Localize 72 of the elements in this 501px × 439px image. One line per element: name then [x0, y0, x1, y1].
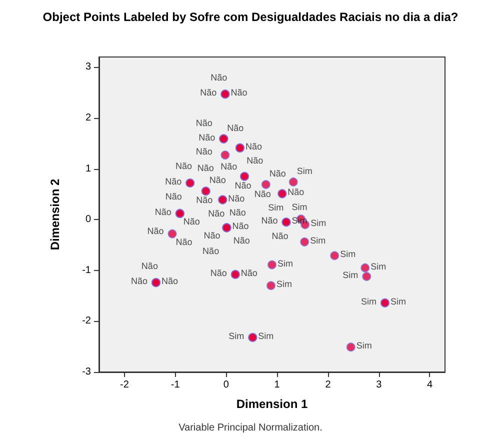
- text: Sim: [296, 166, 312, 176]
- y-tick-label: -3: [82, 366, 92, 378]
- text: Não: [220, 162, 238, 172]
- text: Não: [202, 246, 220, 256]
- text: Não: [197, 162, 214, 173]
- text: Não: [245, 141, 262, 152]
- text: Não: [198, 132, 216, 142]
- text: Não: [141, 260, 158, 271]
- x-tick-label: 1: [274, 380, 280, 390]
- text: Sim: [360, 296, 376, 306]
- x-tick-label: -2: [120, 380, 130, 390]
- text: Não: [196, 118, 212, 128]
- text: Sim: [340, 249, 356, 260]
- y-tick-label: -1: [82, 264, 92, 276]
- x-tick-label: 3: [376, 380, 382, 390]
- text: Não: [261, 216, 278, 226]
- text: Sim: [276, 279, 292, 290]
- text: Não: [228, 193, 245, 204]
- text: Não: [234, 180, 252, 190]
- y-tick-label: -2: [82, 316, 92, 327]
- text: Sim: [228, 330, 244, 341]
- series-label: Sim: [292, 216, 308, 226]
- y-tick-label: 1: [85, 163, 92, 174]
- text: Não: [204, 230, 220, 241]
- text: Não: [130, 276, 148, 286]
- text: Não: [229, 208, 246, 218]
- text: Sim: [390, 296, 406, 306]
- text: Não: [208, 208, 225, 219]
- text: Sim: [258, 330, 274, 341]
- text: Não: [154, 206, 172, 217]
- x-tick-label: 0: [223, 380, 230, 390]
- text: Sim: [370, 261, 386, 272]
- text: Não: [233, 236, 250, 246]
- text: Sim: [278, 258, 293, 268]
- text: Sim: [268, 202, 284, 212]
- text: Não: [196, 195, 213, 206]
- text: Não: [161, 276, 178, 286]
- text: Sim: [342, 270, 358, 280]
- text: Não: [209, 175, 226, 186]
- text: Não: [165, 192, 182, 202]
- text: Não: [232, 221, 249, 232]
- y-axis-title: Dimension 2: [48, 178, 62, 250]
- text: Não: [147, 226, 164, 236]
- text: Sim: [310, 218, 326, 228]
- text: Sim: [356, 340, 372, 351]
- text: Não: [272, 230, 288, 241]
- text: Não: [165, 176, 182, 186]
- text: Não: [210, 268, 227, 278]
- y-tick-label: 0: [85, 214, 92, 226]
- text: Não: [240, 268, 258, 278]
- x-tick-label: -1: [170, 380, 180, 390]
- x-tick-label: 2: [325, 380, 332, 390]
- y-tick-label: 2: [85, 112, 92, 124]
- text: Sim: [310, 235, 326, 246]
- text: Não: [227, 122, 244, 133]
- text: Não: [230, 88, 248, 98]
- text: Não: [176, 236, 192, 247]
- text: Não: [196, 146, 212, 157]
- chart-title: Object Points Labeled by Sofre com Desigualdades Raciais no dia a dia?: [42, 10, 458, 24]
- text: Não: [246, 156, 264, 166]
- text: Não: [269, 168, 286, 179]
- text: Sim: [292, 202, 308, 212]
- text: Variable Principal Normalization.: [178, 422, 322, 434]
- y-tick-label: 3: [85, 62, 92, 73]
- text: Não: [176, 161, 192, 172]
- x-tick-label: 4: [426, 380, 433, 390]
- text: Não: [288, 187, 304, 198]
- text: Não: [200, 88, 217, 98]
- series-label: Não: [183, 216, 200, 226]
- text: Não: [254, 188, 271, 199]
- text: Não: [210, 72, 228, 82]
- x-axis-title: Dimension 1: [236, 397, 308, 411]
